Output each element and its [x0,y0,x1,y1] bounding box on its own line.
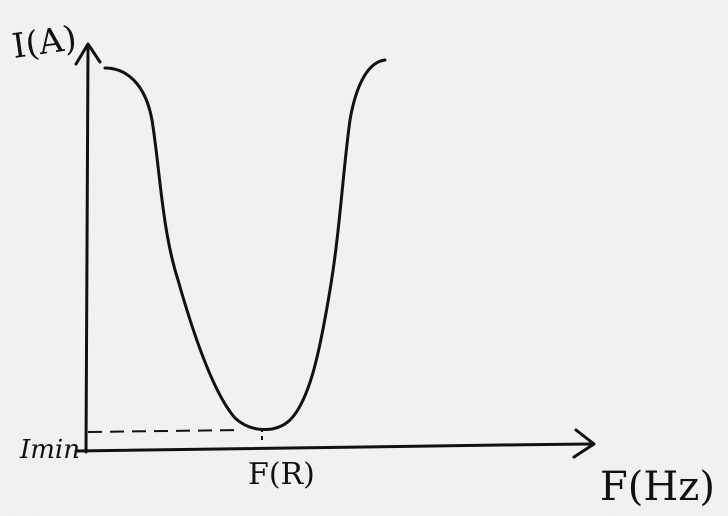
y-axis-arrowhead [74,42,102,66]
x-axis-label: F(Hz) [600,464,715,510]
x-axis-arrowhead [572,428,596,459]
current-curve [103,58,387,432]
x-axis [74,442,592,453]
y-axis [84,46,90,454]
resonance-label: F(R) [248,457,315,492]
imin-label: Imin [19,435,80,465]
imin-dashed-line [87,429,243,433]
y-axis-label: I(A) [10,18,79,67]
